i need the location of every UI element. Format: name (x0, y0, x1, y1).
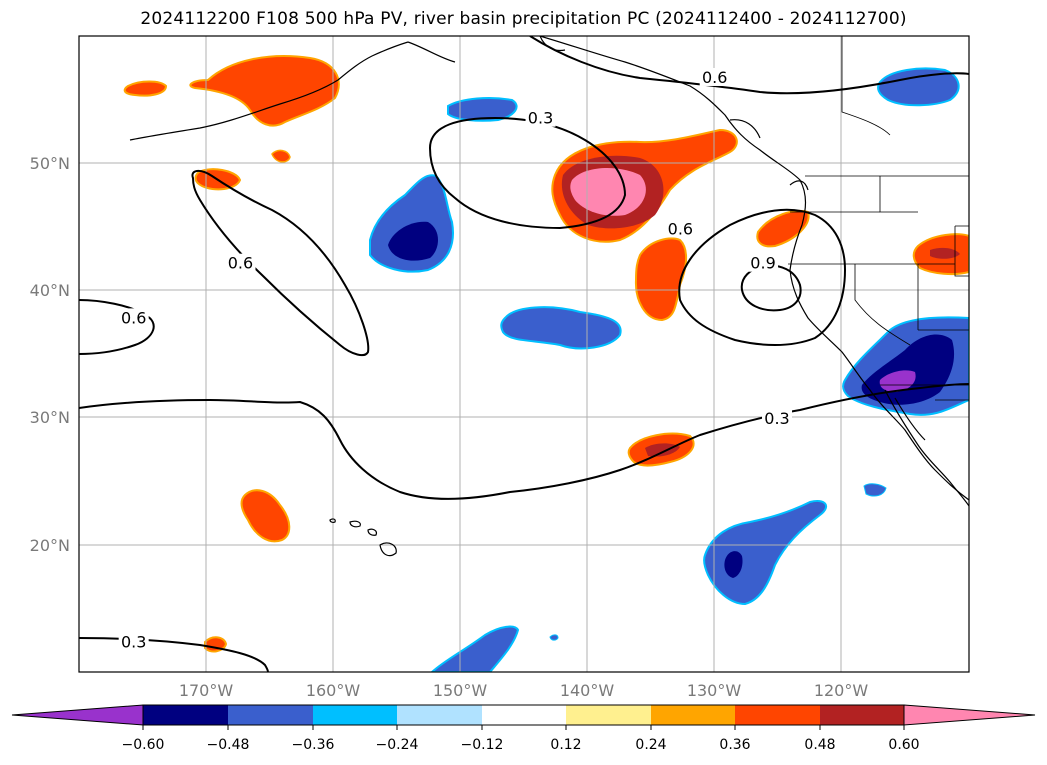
precip-area-negative (500, 306, 622, 350)
colorbar-bin (228, 705, 313, 725)
contour-label: 0.6 (121, 308, 146, 327)
colorbar-tick-label: −0.24 (376, 737, 419, 753)
colorbar-bin (820, 705, 904, 725)
precip-area-negative-max (879, 370, 916, 392)
lon-tick-labels: 170°W 160°W 150°W 140°W 130°W 120°W (179, 681, 869, 700)
island (349, 520, 361, 528)
colorbar: −0.60 −0.48 −0.36 −0.24 −0.12 0.12 0.24 … (11, 704, 1036, 753)
precip-area-positive (123, 80, 168, 97)
pv-contour-0.3-north (428, 116, 627, 230)
colorbar-tick-label: 0.36 (719, 737, 750, 753)
coastline (894, 397, 926, 441)
lon-tick-label: 150°W (433, 681, 488, 700)
lat-tick-label: 50°N (30, 154, 70, 173)
colorbar-tick-label: 0.12 (550, 737, 581, 753)
coastline (884, 389, 969, 507)
lat-tick-labels: 50°N 40°N 30°N 20°N (30, 154, 70, 555)
lat-tick-label: 20°N (30, 536, 70, 555)
contour-label-background (665, 219, 696, 238)
pv-contour-0.6-west (191, 170, 370, 357)
colorbar-under-triangle (11, 704, 144, 726)
contour-label-background (762, 408, 793, 427)
precip-area-negative-strong (388, 221, 438, 261)
precip-area-negative (549, 634, 559, 641)
lon-tick-label: 130°W (687, 681, 742, 700)
precip-area-positive (240, 489, 291, 543)
colorbar-bin (735, 705, 820, 725)
colorbar-tick-label: −0.60 (122, 737, 165, 753)
precip-area-positive-strong (930, 247, 960, 259)
colorbar-over-triangle (903, 704, 1036, 726)
contour-label: 0.3 (764, 409, 789, 428)
colorbar-bin (313, 705, 397, 725)
colorbar-bin (566, 705, 651, 725)
lon-tick-label: 170°W (179, 681, 234, 700)
contour-label: 0.6 (668, 219, 693, 238)
ocean-background (79, 36, 969, 672)
pv-contour-0.6-closed (678, 208, 847, 346)
precip-area-negative-strong (724, 551, 743, 578)
colorbar-tick-label: 0.24 (635, 737, 666, 753)
colorbar-bin (482, 705, 566, 725)
precip-area-positive (634, 237, 687, 322)
colorbar-bin (651, 705, 735, 725)
lon-tick-label: 160°W (306, 681, 361, 700)
contour-label: 0.3 (528, 109, 553, 128)
contour-label-background (118, 632, 149, 651)
contour-labels: 0.6 0.3 0.6 0.9 0.6 0.6 0.3 0.3 (118, 67, 793, 652)
pv-contour-0.3-main (79, 383, 969, 500)
chart-title: 2024112200 F108 500 hPa PV, river basin … (140, 9, 907, 29)
map-panel: 0.6 0.3 0.6 0.9 0.6 0.6 0.3 0.3 (79, 36, 969, 672)
colorbar-tick-label: −0.36 (292, 737, 335, 753)
precip-area-negative (703, 500, 828, 606)
colorbar-bin (397, 705, 482, 725)
precip-shading (123, 55, 969, 672)
coastline (789, 180, 809, 191)
lat-tick-label: 30°N (30, 408, 70, 427)
coastline (129, 41, 409, 141)
contour-label-background (699, 67, 730, 86)
coastline (539, 36, 969, 501)
lat-tick-label: 40°N (30, 281, 70, 300)
island (367, 528, 377, 536)
colorbar-tick-label: 0.60 (888, 737, 919, 753)
contour-label-background (525, 108, 556, 127)
coastline (407, 41, 456, 63)
contour-label-background (748, 253, 779, 272)
precip-area-negative (863, 483, 887, 497)
precip-area-negative (866, 484, 874, 486)
map-frame (78, 35, 970, 673)
precip-area-positive-strong (645, 443, 680, 457)
pv-contour-0.6-north (529, 36, 969, 95)
precip-area-negative (877, 67, 960, 107)
contour-label: 0.6 (228, 254, 253, 273)
precip-area-negative (430, 625, 520, 672)
lon-tick-label: 120°W (814, 681, 869, 700)
island (329, 518, 336, 523)
contour-label-background (118, 308, 149, 327)
coastline (729, 119, 761, 139)
precip-area-positive (756, 210, 810, 248)
colorbar-frame (142, 704, 905, 726)
precip-area-positive (189, 55, 340, 127)
colorbar-tick-label: 0.48 (804, 737, 835, 753)
lon-tick-label: 140°W (560, 681, 615, 700)
colorbar-tick-label: −0.12 (461, 737, 504, 753)
precip-area-positive-max (570, 168, 646, 216)
coastlines (129, 36, 969, 557)
contour-label: 0.9 (750, 254, 775, 273)
contour-label: 0.6 (702, 68, 727, 87)
colorbar-tick-label: −0.48 (207, 737, 250, 753)
precip-area-positive (271, 149, 291, 163)
island (379, 542, 397, 557)
contour-label-background (225, 253, 256, 272)
pv-contour-0.6-southwest (79, 299, 155, 355)
colorbar-bin (143, 705, 228, 725)
contour-label: 0.3 (121, 633, 146, 652)
